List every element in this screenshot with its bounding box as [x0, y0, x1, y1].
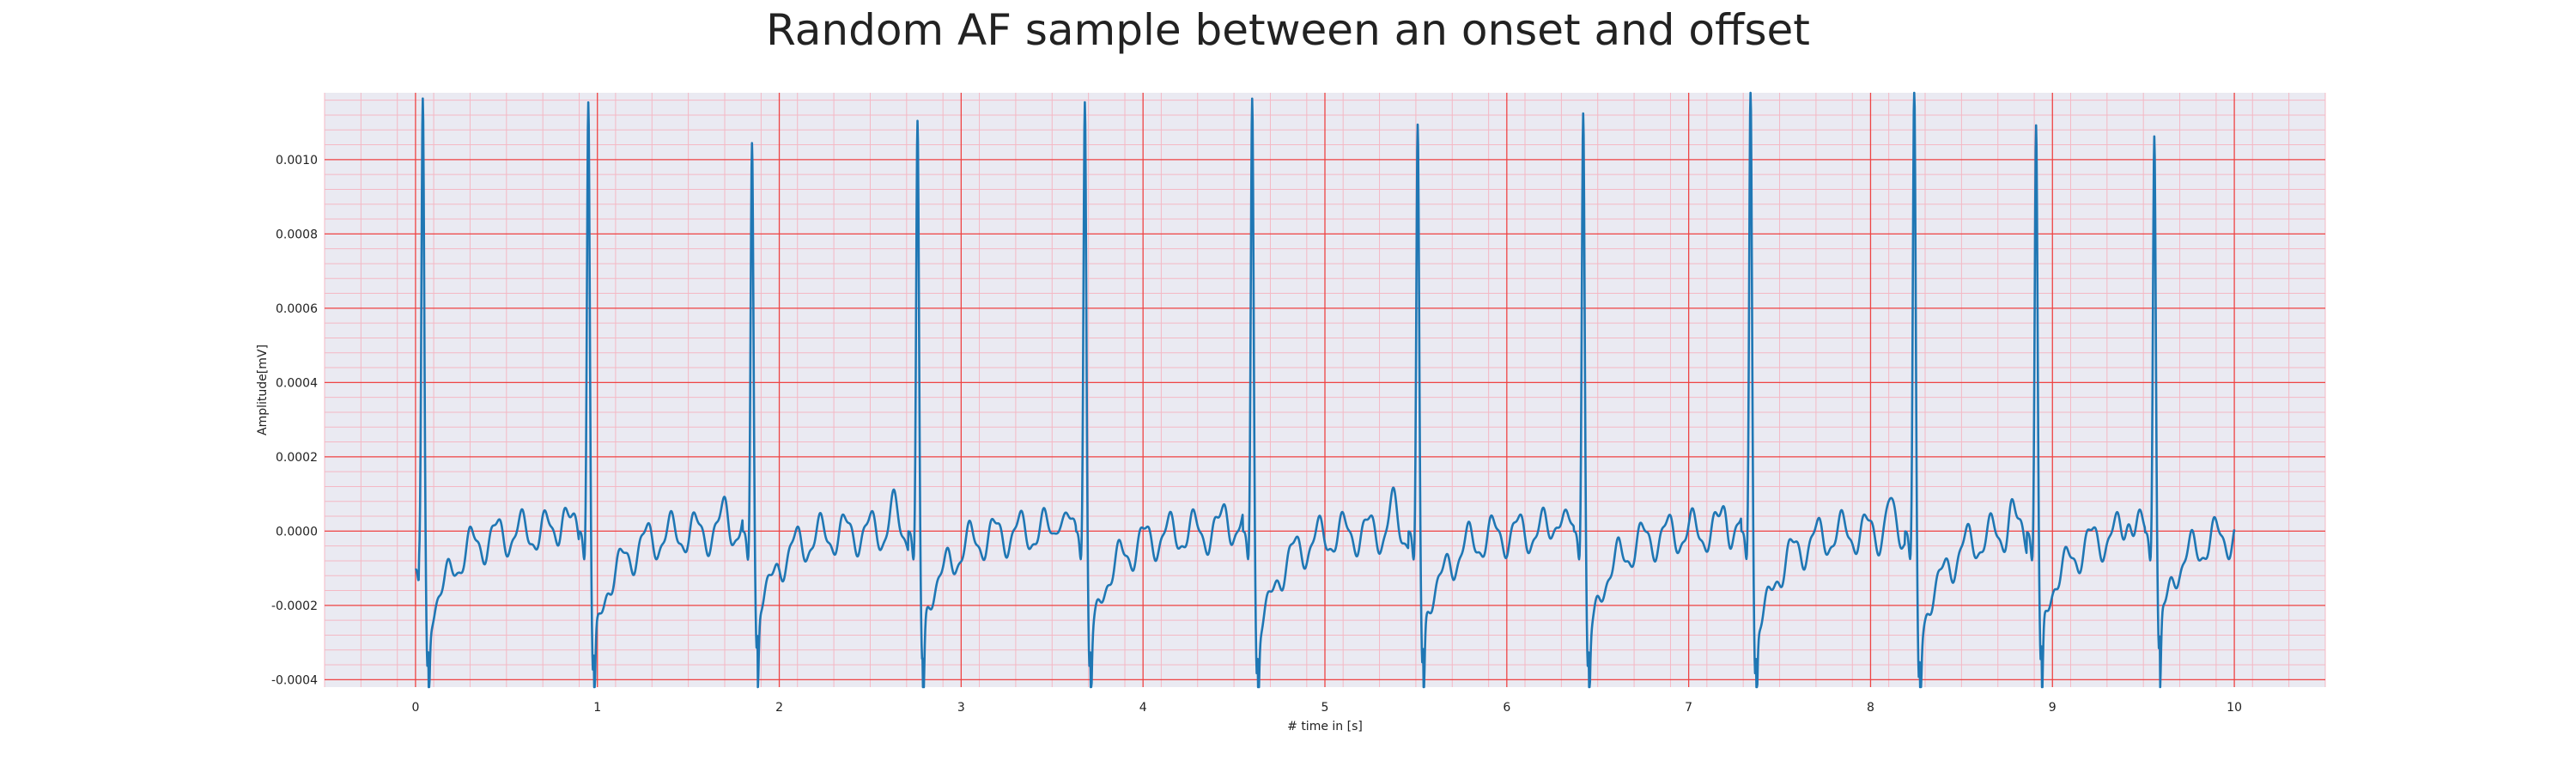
x-axis-ticks: 0 1 2 3 4 5 6 7 8 9 10: [411, 701, 2242, 715]
y-tick-label: 0.0010: [276, 154, 318, 167]
y-tick-label: -0.0002: [271, 600, 318, 613]
y-tick-label: 0.0004: [276, 376, 318, 390]
y-tick-label: 0.0006: [276, 302, 318, 316]
y-tick-label: 0.0000: [276, 525, 318, 539]
y-tick-label: 0.0002: [276, 451, 318, 465]
x-axis-label: # time in [s]: [1287, 720, 1363, 733]
series-line: [414, 91, 2236, 689]
x-tick-label: 3: [957, 701, 965, 715]
y-axis-ticks: -0.0004 -0.0002 0.0000 0.0002 0.0004 0.0006 0.…: [271, 154, 318, 687]
x-tick-label: 7: [1685, 701, 1692, 715]
x-tick-label: 6: [1503, 701, 1510, 715]
y-tick-label: 0.0008: [276, 228, 318, 241]
chart-title: Random AF sample between an onset and of…: [766, 5, 1810, 55]
x-tick-label: 2: [775, 701, 783, 715]
x-tick-label: 10: [2227, 701, 2242, 715]
x-tick-label: 1: [593, 701, 601, 715]
x-tick-label: 0: [411, 701, 419, 715]
y-tick-label: -0.0004: [271, 673, 318, 687]
x-tick-label: 9: [2049, 701, 2057, 715]
major-grid: [325, 93, 2325, 687]
x-tick-label: 5: [1321, 701, 1329, 715]
x-tick-label: 4: [1139, 701, 1147, 715]
x-tick-label: 8: [1867, 701, 1874, 715]
y-axis-label: Amplitude[mV]: [256, 344, 270, 435]
